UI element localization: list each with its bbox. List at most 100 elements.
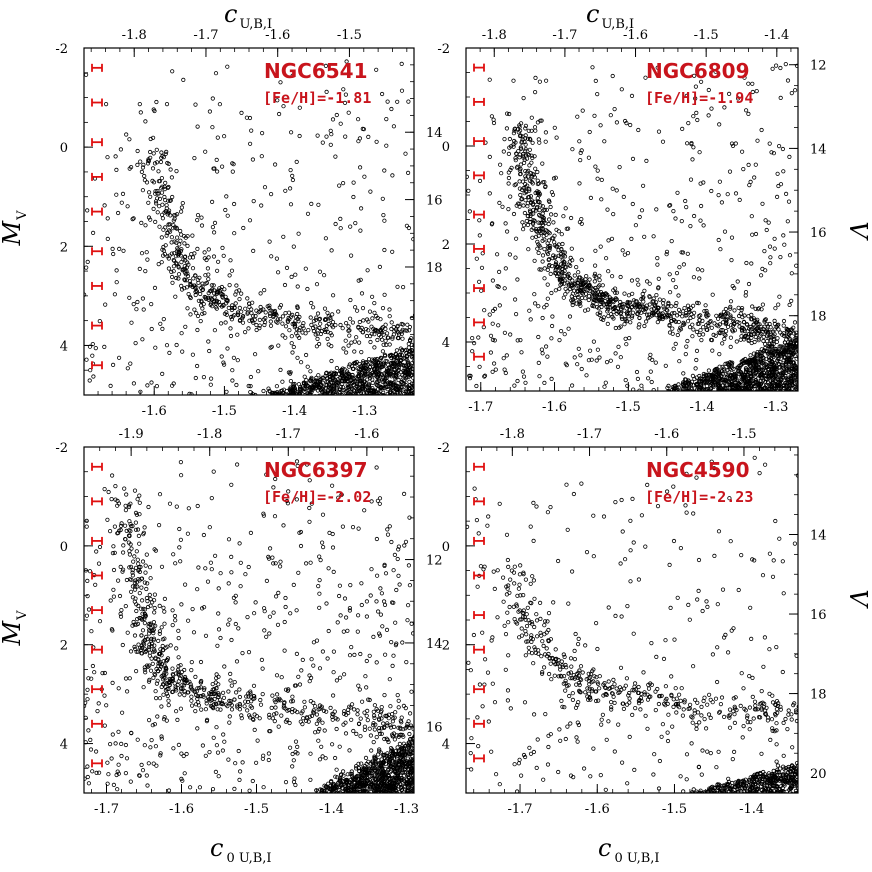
data-point	[762, 249, 767, 254]
data-point	[280, 321, 285, 326]
data-point	[540, 315, 545, 321]
data-point	[167, 350, 172, 355]
data-point	[773, 346, 778, 351]
data-point	[670, 326, 675, 331]
data-point	[488, 333, 494, 338]
data-point	[533, 234, 539, 239]
data-point	[743, 108, 749, 113]
data-point	[772, 236, 777, 241]
data-point	[593, 275, 599, 280]
data-point	[708, 372, 713, 378]
data-point	[542, 247, 547, 252]
data-point	[312, 704, 318, 709]
data-point	[296, 393, 301, 395]
data-point	[337, 389, 342, 395]
data-point	[608, 113, 613, 118]
data-point	[800, 345, 803, 348]
data-point	[746, 326, 752, 331]
data-point	[421, 363, 424, 366]
data-point	[411, 393, 414, 395]
data-point	[235, 703, 240, 708]
data-point	[701, 223, 706, 228]
data-point	[517, 168, 523, 173]
data-point	[124, 132, 129, 137]
data-point	[717, 392, 720, 395]
data-point	[577, 139, 582, 144]
data-point	[224, 310, 229, 315]
data-point	[538, 214, 543, 219]
data-point	[688, 315, 693, 321]
data-point	[647, 302, 652, 307]
data-point	[350, 366, 355, 371]
data-point	[647, 295, 652, 300]
data-point	[781, 233, 786, 238]
data-point	[729, 365, 735, 370]
data-point	[248, 389, 253, 395]
data-point	[783, 350, 788, 355]
data-point	[336, 309, 341, 314]
data-point	[211, 283, 216, 288]
data-point	[717, 122, 722, 127]
data-point	[324, 391, 330, 395]
data-point	[287, 720, 292, 726]
data-point	[787, 302, 792, 307]
data-point	[130, 217, 135, 222]
data-point	[668, 392, 671, 395]
data-point	[366, 697, 371, 702]
data-point	[354, 335, 359, 340]
data-point	[798, 374, 801, 377]
data-point	[187, 279, 192, 284]
data-point	[134, 307, 139, 312]
data-point	[269, 344, 274, 349]
data-point	[496, 323, 501, 328]
data-point	[616, 344, 621, 349]
data-point	[547, 199, 552, 204]
data-point	[272, 162, 278, 167]
data-point	[722, 229, 728, 234]
data-point	[728, 306, 733, 311]
data-point	[535, 169, 540, 175]
data-point	[133, 527, 139, 532]
data-point	[375, 369, 381, 374]
data-point	[250, 300, 255, 305]
data-point	[533, 199, 538, 204]
data-point	[292, 381, 297, 387]
data-point	[700, 392, 703, 395]
data-point	[202, 687, 207, 693]
data-point	[379, 393, 384, 395]
data-point	[228, 701, 233, 706]
data-point	[600, 283, 605, 288]
data-point	[348, 397, 351, 400]
data-point	[795, 383, 798, 388]
data-points	[466, 61, 807, 395]
data-point	[365, 708, 370, 714]
data-point	[176, 663, 181, 669]
data-point	[627, 335, 632, 341]
data-point	[294, 327, 299, 332]
data-point	[186, 291, 191, 297]
data-point	[804, 352, 807, 355]
data-point	[566, 326, 571, 331]
data-point	[662, 392, 665, 395]
data-point	[416, 359, 419, 362]
data-point	[407, 328, 412, 333]
data-point	[217, 286, 222, 291]
data-point	[543, 78, 549, 83]
data-point	[309, 713, 315, 719]
data-point	[178, 238, 183, 243]
data-point	[580, 108, 585, 113]
data-point	[263, 394, 265, 395]
data-point	[392, 329, 397, 334]
data-point	[237, 318, 242, 323]
data-point	[148, 217, 153, 222]
data-point	[262, 322, 267, 328]
data-point	[553, 260, 559, 265]
data-point	[711, 382, 716, 387]
data-point	[328, 142, 333, 147]
data-point	[111, 251, 116, 257]
data-point	[166, 210, 171, 215]
data-point	[246, 326, 251, 331]
data-point	[368, 189, 373, 194]
data-point	[321, 273, 327, 278]
data-point	[795, 63, 798, 68]
